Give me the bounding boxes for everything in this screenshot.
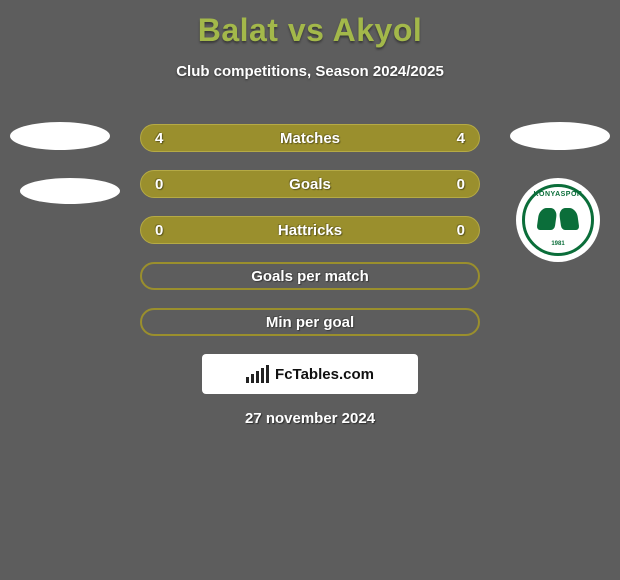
stat-right-value: 0 — [457, 176, 465, 193]
club-left-avatar-placeholder — [20, 178, 120, 204]
brand-footer[interactable]: FcTables.com — [202, 354, 418, 394]
stat-row-min-per-goal: Min per goal — [140, 308, 480, 336]
stat-label: Min per goal — [266, 314, 354, 331]
stat-right-value: 4 — [457, 130, 465, 147]
page-title: Balat vs Akyol — [0, 0, 620, 49]
stats-rows: 4 Matches 4 0 Goals 0 0 Hattricks 0 Goal… — [140, 124, 480, 354]
club-right-badge: KONYASPOR 1981 — [516, 178, 600, 262]
stat-left-value: 0 — [155, 176, 163, 193]
stat-right-value: 0 — [457, 222, 465, 239]
stat-row-goals-per-match: Goals per match — [140, 262, 480, 290]
stat-left-value: 0 — [155, 222, 163, 239]
stat-row-matches: 4 Matches 4 — [140, 124, 480, 152]
brand-name: FcTables.com — [275, 366, 374, 383]
player-right-avatar-placeholder — [510, 122, 610, 150]
chart-bars-icon — [246, 365, 269, 383]
club-badge-year: 1981 — [551, 241, 564, 247]
stat-row-hattricks: 0 Hattricks 0 — [140, 216, 480, 244]
stat-label: Goals — [289, 176, 331, 193]
stat-label: Matches — [280, 130, 340, 147]
stat-label: Goals per match — [251, 268, 369, 285]
stat-label: Hattricks — [278, 222, 342, 239]
stat-row-goals: 0 Goals 0 — [140, 170, 480, 198]
club-badge-name: KONYASPOR — [534, 191, 583, 198]
page-subtitle: Club competitions, Season 2024/2025 — [0, 63, 620, 80]
date-label: 27 november 2024 — [245, 410, 375, 427]
eagle-icon — [538, 206, 578, 234]
stat-left-value: 4 — [155, 130, 163, 147]
player-left-avatar-placeholder — [10, 122, 110, 150]
